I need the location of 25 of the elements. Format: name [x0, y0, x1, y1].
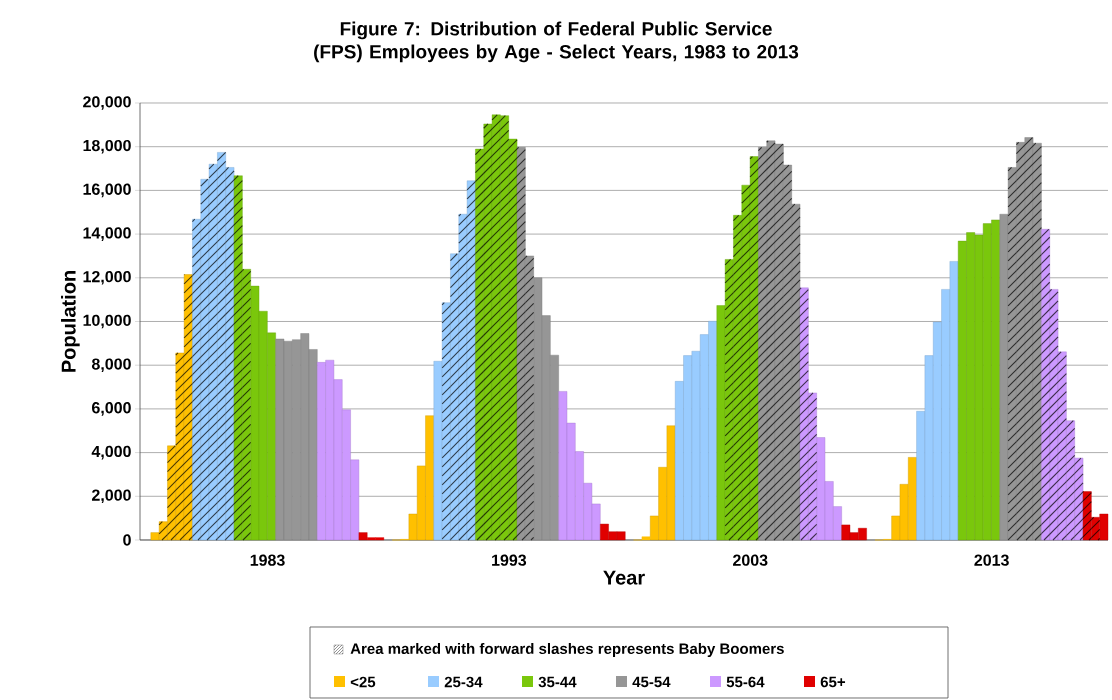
legend-label: 35-44	[538, 676, 577, 688]
y-tick-label: 18,000	[83, 139, 131, 154]
legend-label: 45-54	[632, 676, 671, 688]
y-tick-label: 12,000	[83, 270, 131, 285]
y-tick-label: 4,000	[91, 445, 131, 460]
legend-title: Area marked with forward slashes represents Baby Boomers	[350, 643, 784, 657]
x-tick-label: 2013	[974, 554, 1009, 566]
y-tick-label: 10,000	[83, 314, 131, 329]
x-tick-label: 1983	[250, 554, 285, 566]
y-axis-title: Population	[61, 271, 80, 372]
y-tick-label: 8,000	[91, 358, 131, 373]
legend-label: 25-34	[444, 676, 483, 688]
y-tick-label: 14,000	[83, 227, 131, 241]
y-tick-label: 6,000	[92, 402, 131, 416]
x-tick-label: 1993	[492, 554, 527, 566]
legend-label: 55-64	[726, 676, 765, 688]
x-axis-title: Year	[603, 570, 645, 585]
y-tick-label: 20,000	[83, 96, 131, 110]
legend-label: 65+	[820, 676, 846, 688]
legend-label: <25	[350, 676, 376, 688]
chart-title: Figure 7: Distribution of Federal Public Service (FPS) Employees by Age - Select Years, 1983 to 2013	[314, 21, 799, 63]
x-tick-label: 2003	[733, 554, 768, 566]
y-tick-label: 2,000	[91, 489, 131, 504]
y-tick-label: 16,000	[83, 183, 131, 198]
y-tick-label: 0	[123, 534, 131, 546]
